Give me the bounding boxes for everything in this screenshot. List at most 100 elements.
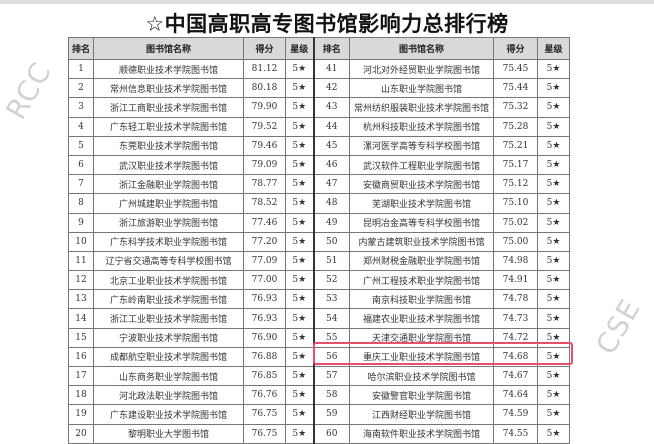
cell-score: 77.09 [243, 250, 286, 272]
cell-stars: 5★ [285, 327, 314, 348]
cell-score: 75.45 [493, 58, 538, 80]
cell-name: 黎明职业大学图书馆 [93, 423, 244, 444]
cell-name: 北京工业职业技术学院图书馆 [93, 270, 244, 291]
cell-stars: 5★ [537, 250, 570, 272]
cell-rank: 44 [312, 116, 350, 137]
header-rank: 排名 [68, 37, 94, 60]
cell-score: 75.02 [493, 212, 538, 233]
cell-stars: 5★ [537, 154, 570, 176]
cell-stars: 5★ [285, 231, 314, 252]
cell-name: 浙江工业职业技术学院图书馆 [93, 308, 244, 329]
cell-stars: 5★ [285, 193, 314, 214]
header-rank: 排名 [312, 37, 350, 60]
cell-score: 75.00 [493, 231, 538, 252]
cell-stars: 5★ [285, 385, 314, 406]
cell-name: 武汉软件工程职业学院图书馆 [349, 154, 494, 176]
cell-rank: 42 [312, 78, 350, 99]
cell-score: 79.52 [243, 116, 286, 137]
cell-rank: 9 [68, 212, 94, 233]
cell-name: 常州信息职业技术学院图书馆 [93, 78, 244, 99]
cell-score: 78.52 [243, 193, 286, 214]
cell-stars: 5★ [285, 154, 314, 176]
cell-rank: 46 [312, 154, 350, 176]
ranking-table: 排名 图书馆名称 得分 星级 排名 图书馆名称 得分 星级 1 顺德职业技术学院图… [68, 37, 570, 444]
cell-name: 内蒙古建筑职业技术学院图书馆 [349, 231, 494, 252]
cell-stars: 5★ [537, 308, 570, 329]
cell-stars: 5★ [537, 135, 570, 156]
cell-score: 81.12 [243, 58, 286, 80]
cell-stars: 5★ [537, 365, 570, 387]
cell-rank: 4 [68, 116, 94, 137]
cell-rank: 14 [68, 308, 94, 329]
cell-rank: 7 [68, 174, 94, 195]
cell-stars: 5★ [285, 212, 314, 233]
cell-rank: 1 [68, 58, 94, 80]
cell-stars: 5★ [537, 116, 570, 137]
table-row: 4 广东轻工职业技术学院图书馆 79.52 5★ 44 杭州科技职业技术学院图书馆 75.2… [68, 116, 570, 137]
header-name: 图书馆名称 [349, 37, 494, 60]
cell-rank: 60 [312, 423, 350, 444]
cell-name: 浙江工商职业技术学院图书馆 [93, 97, 244, 118]
table-row: 7 浙江金融职业学院图书馆 78.77 5★ 47 安徽商贸职业技术学院图书馆 75.12 5… [68, 174, 570, 195]
cell-stars: 5★ [285, 135, 314, 156]
cell-name: 宁波职业技术学院图书馆 [93, 327, 244, 348]
cell-stars: 5★ [537, 174, 570, 195]
cell-score: 75.44 [493, 78, 538, 99]
cell-score: 75.10 [493, 193, 538, 214]
cell-score: 74.78 [493, 289, 538, 310]
cell-rank: 12 [68, 270, 94, 291]
cell-rank: 6 [68, 154, 94, 176]
cell-score: 74.73 [493, 308, 538, 329]
cell-score: 79.90 [243, 97, 286, 118]
cell-stars: 5★ [537, 289, 570, 310]
cell-score: 76.85 [243, 365, 286, 387]
table-row: 8 广州城建职业学院图书馆 78.52 5★ 48 芜湖职业技术学院图书馆 75.10 5★ [68, 193, 570, 214]
cell-stars: 5★ [537, 404, 570, 425]
cell-score: 80.18 [243, 78, 286, 99]
cell-score: 74.59 [493, 404, 538, 425]
table-row: 5 东莞职业技术学院图书馆 79.46 5★ 45 漯河医学高等专科学校图书馆 75.21 5… [68, 135, 570, 156]
cell-name: 广东科学技术职业学院图书馆 [93, 231, 244, 252]
cell-name: 广东轻工职业技术学院图书馆 [93, 116, 244, 137]
cell-rank: 19 [68, 404, 94, 425]
cell-score: 76.90 [243, 327, 286, 348]
table-row: 10 广东科学技术职业学院图书馆 77.20 5★ 50 内蒙古建筑职业技术学院图书馆 75… [68, 231, 570, 252]
cell-name: 海南软件职业技术学院图书馆 [349, 423, 494, 444]
cell-rank: 20 [68, 423, 94, 444]
cell-score: 76.75 [243, 423, 286, 444]
cell-name: 顺德职业技术学院图书馆 [93, 58, 244, 80]
cell-score: 76.93 [243, 308, 286, 329]
cell-stars: 5★ [285, 174, 314, 195]
cell-rank: 18 [68, 385, 94, 406]
cell-name: 辽宁省交通高等专科学校图书馆 [93, 250, 244, 272]
cell-stars: 5★ [537, 423, 570, 444]
cell-rank: 16 [68, 346, 94, 368]
cell-name: 常州纺织服装职业技术学院图书馆 [349, 97, 494, 118]
cell-name: 安徽商贸职业技术学院图书馆 [349, 174, 494, 195]
cell-stars: 5★ [285, 270, 314, 291]
cell-rank: 45 [312, 135, 350, 156]
cell-stars: 5★ [285, 404, 314, 425]
cell-score: 74.98 [493, 250, 538, 272]
cell-score: 79.46 [243, 135, 286, 156]
cell-name: 安徽警官职业学院图书馆 [349, 385, 494, 406]
cell-name: 漯河医学高等专科学校图书馆 [349, 135, 494, 156]
cell-stars: 5★ [537, 193, 570, 214]
cell-score: 74.64 [493, 385, 538, 406]
table-header: 排名 图书馆名称 得分 星级 排名 图书馆名称 得分 星级 [68, 37, 570, 60]
watermark: CSE [589, 293, 647, 360]
header-score: 得分 [243, 37, 286, 60]
cell-name: 福建农业职业技术学院图书馆 [349, 308, 494, 329]
table-row: 14 浙江工业职业技术学院图书馆 76.93 5★ 54 福建农业职业技术学院图书馆 74.… [68, 308, 570, 329]
header-score: 得分 [493, 37, 538, 60]
table-row: 3 浙江工商职业技术学院图书馆 79.90 5★ 43 常州纺织服装职业技术学院图书馆 75… [68, 97, 570, 118]
cell-score: 75.21 [493, 135, 538, 156]
watermark: RCC [0, 56, 59, 125]
cell-rank: 48 [312, 193, 350, 214]
cell-rank: 59 [312, 404, 350, 425]
cell-rank: 5 [68, 135, 94, 156]
cell-stars: 5★ [537, 78, 570, 99]
cell-stars: 5★ [537, 270, 570, 291]
cell-rank: 43 [312, 97, 350, 118]
cell-score: 79.09 [243, 154, 286, 176]
